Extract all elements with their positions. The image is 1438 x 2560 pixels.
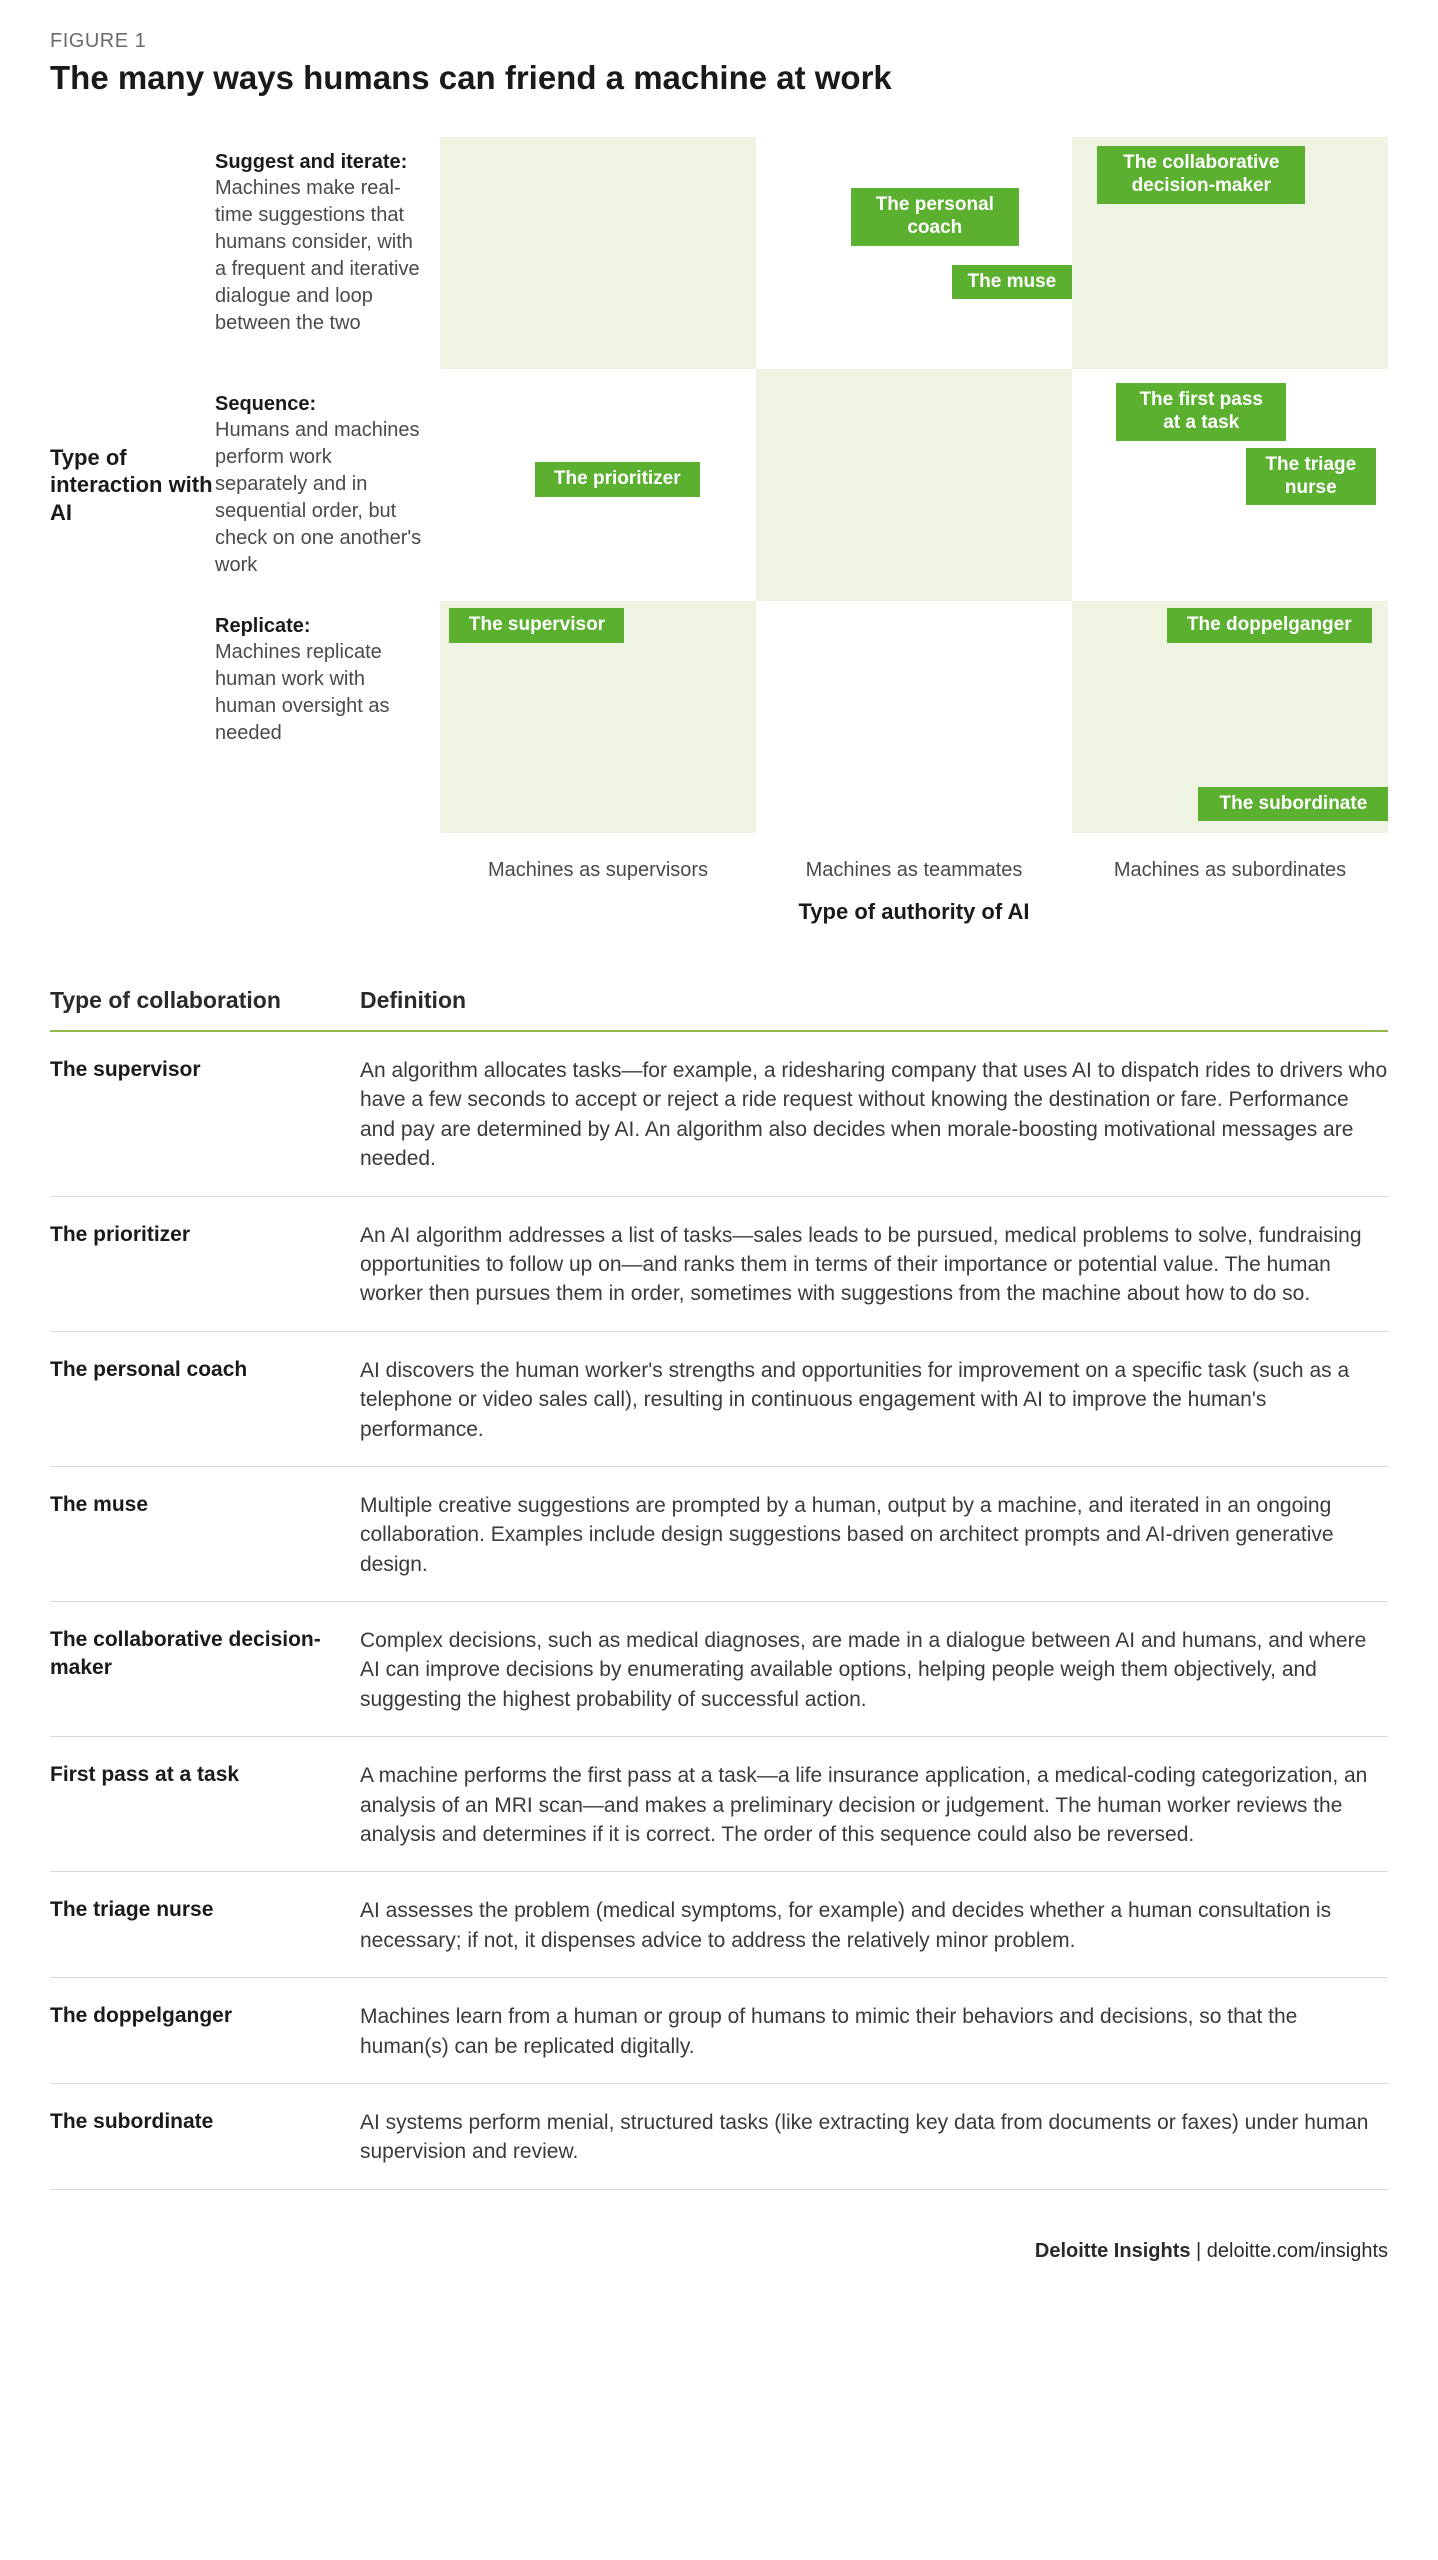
matrix-cell: The doppelganger The subordinate — [1072, 601, 1388, 833]
matrix-cell: The first pass at a task The triage nurse — [1072, 369, 1388, 601]
y-axis-row-label: Replicate:Machines replicate human work … — [215, 601, 440, 833]
matrix-cell: The collaborative decision-maker — [1072, 137, 1388, 369]
definitions-def: An algorithm allocates tasks—for example… — [360, 1056, 1388, 1174]
matrix-row: The personal coach The muse The collaborat… — [440, 137, 1388, 369]
footer-url: deloitte.com/insights — [1207, 2240, 1388, 2262]
definitions-row: The prioritizerAn AI algorithm addresses… — [50, 1197, 1388, 1332]
definitions-header-term: Type of collaboration — [50, 987, 360, 1014]
definitions-term: The personal coach — [50, 1356, 360, 1444]
definitions-term: The subordinate — [50, 2108, 360, 2167]
y-axis-row-labels: Suggest and iterate:Machines make real-t… — [215, 137, 440, 833]
definitions-def: Machines learn from a human or group of … — [360, 2002, 1388, 2061]
definitions-term: The collaborative decision-maker — [50, 1626, 360, 1714]
matrix-cell — [440, 137, 756, 369]
definitions-term: The triage nurse — [50, 1896, 360, 1955]
y-axis-row-label: Sequence:Humans and machines perform wor… — [215, 369, 440, 601]
matrix-cell — [756, 601, 1072, 833]
matrix-cell: The personal coach The muse — [756, 137, 1072, 369]
definitions-def: A machine performs the first pass at a t… — [360, 1761, 1388, 1849]
matrix-badge: The subordinate — [1198, 787, 1388, 822]
figure-source-footer: Deloitte Insights | deloitte.com/insight… — [50, 2240, 1388, 2263]
y-axis-row-label: Suggest and iterate:Machines make real-t… — [215, 137, 440, 369]
y-axis-row-label-title: Sequence: — [215, 391, 422, 417]
x-axis-labels-row: Machines as supervisorsMachines as teamm… — [50, 857, 1388, 883]
definitions-row: The triage nurseAI assesses the problem … — [50, 1872, 1388, 1978]
matrix-badge: The doppelganger — [1167, 608, 1372, 643]
y-axis-row-label-title: Replicate: — [215, 613, 422, 639]
definitions-row: The museMultiple creative suggestions ar… — [50, 1467, 1388, 1602]
definitions-term: The doppelganger — [50, 2002, 360, 2061]
matrix-cell: The prioritizer — [440, 369, 756, 601]
matrix-badge: The muse — [952, 265, 1072, 300]
matrix-row: The supervisor The doppelganger The subord… — [440, 601, 1388, 833]
x-axis-col-label: Machines as teammates — [756, 857, 1072, 883]
definitions-def: AI assesses the problem (medical symptom… — [360, 1896, 1388, 1955]
definitions-row: The subordinateAI systems perform menial… — [50, 2084, 1388, 2190]
matrix-cell — [756, 369, 1072, 601]
definitions-row: The supervisorAn algorithm allocates tas… — [50, 1032, 1388, 1197]
x-axis-col-label: Machines as subordinates — [1072, 857, 1388, 883]
definitions-term: The prioritizer — [50, 1221, 360, 1309]
matrix-badge: The triage nurse — [1246, 448, 1376, 506]
matrix: Type of interaction with AI Suggest and … — [50, 137, 1388, 833]
matrix-badge: The collaborative decision-maker — [1097, 146, 1305, 204]
definitions-def: Multiple creative suggestions are prompt… — [360, 1491, 1388, 1579]
definitions-row: First pass at a taskA machine performs t… — [50, 1737, 1388, 1872]
matrix-badge: The supervisor — [449, 608, 624, 643]
definitions-def: Complex decisions, such as medical diagn… — [360, 1626, 1388, 1714]
matrix-cell: The supervisor — [440, 601, 756, 833]
matrix-badge: The prioritizer — [535, 462, 700, 497]
x-axis-col-label: Machines as supervisors — [440, 857, 756, 883]
definitions-def: An AI algorithm addresses a list of task… — [360, 1221, 1388, 1309]
definitions-row: The personal coachAI discovers the human… — [50, 1332, 1388, 1467]
figure-title: The many ways humans can friend a machin… — [50, 59, 1388, 97]
y-axis-title-col: Type of interaction with AI — [50, 137, 215, 833]
x-axis-title: Type of authority of AI — [440, 899, 1388, 925]
definitions-term: The muse — [50, 1491, 360, 1579]
matrix-badge: The personal coach — [851, 188, 1019, 246]
matrix-row: The prioritizerThe first pass at a taskT… — [440, 369, 1388, 601]
definitions-row: The doppelgangerMachines learn from a hu… — [50, 1978, 1388, 2084]
definitions-def: AI discovers the human worker's strength… — [360, 1356, 1388, 1444]
footer-brand: Deloitte Insights — [1035, 2240, 1191, 2262]
matrix-grid: The personal coach The muse The collaborat… — [440, 137, 1388, 833]
y-axis-row-label-desc: Machines make real-time suggestions that… — [215, 175, 422, 337]
definitions-header-def: Definition — [360, 987, 1388, 1014]
definitions-row: The collaborative decision-makerComplex … — [50, 1602, 1388, 1737]
figure-label: FIGURE 1 — [50, 30, 1388, 53]
y-axis-title: Type of interaction with AI — [50, 444, 215, 527]
definitions-table: Type of collaboration Definition The sup… — [50, 985, 1388, 2190]
y-axis-row-label-desc: Machines replicate human work with human… — [215, 639, 422, 747]
definitions-term: First pass at a task — [50, 1761, 360, 1849]
definitions-def: AI systems perform menial, structured ta… — [360, 2108, 1388, 2167]
definitions-term: The supervisor — [50, 1056, 360, 1174]
definitions-header: Type of collaboration Definition — [50, 987, 1388, 1032]
y-axis-row-label-title: Suggest and iterate: — [215, 149, 422, 175]
matrix-badge: The first pass at a task — [1116, 383, 1286, 441]
footer-sep: | — [1190, 2240, 1206, 2262]
y-axis-row-label-desc: Humans and machines perform work separat… — [215, 417, 422, 579]
